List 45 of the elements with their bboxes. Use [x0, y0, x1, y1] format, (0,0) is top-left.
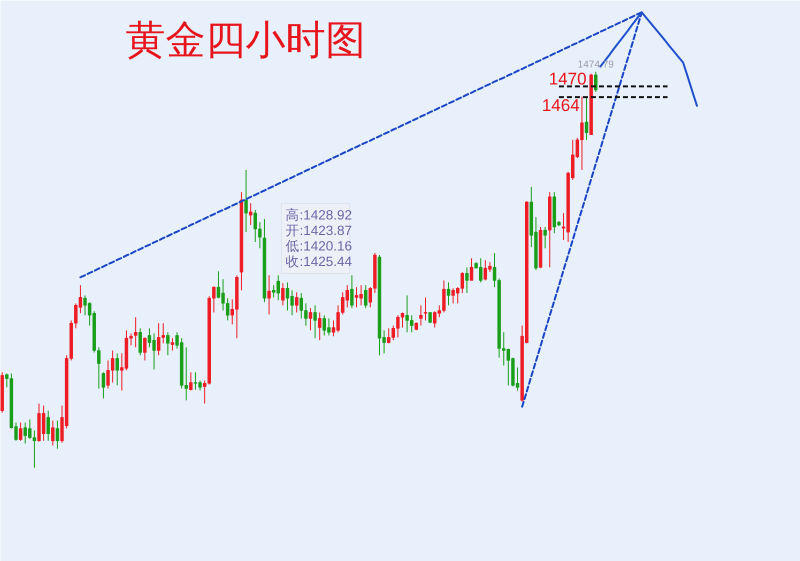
candlestick — [322, 314, 326, 336]
annotation: 1464 — [542, 96, 580, 116]
annotation: 开:1423.87 — [286, 223, 352, 238]
candlestick — [484, 260, 488, 281]
candlestick — [143, 336, 147, 361]
candlestick — [364, 284, 368, 309]
candlestick — [138, 328, 142, 356]
candlestick — [318, 312, 322, 341]
candlestick — [543, 226, 547, 249]
candlestick — [419, 304, 423, 326]
candlestick — [244, 169, 248, 233]
candlestick — [102, 372, 106, 399]
candlestick — [18, 422, 22, 442]
candlestick — [300, 292, 304, 319]
candlestick — [281, 282, 285, 306]
candlestick — [110, 350, 114, 384]
candlestick — [248, 202, 252, 226]
annotation: 高:1428.92 — [286, 208, 352, 222]
candlestick — [594, 71, 598, 92]
candlestick — [308, 308, 312, 331]
candlestick — [46, 410, 50, 442]
candlestick — [189, 372, 193, 391]
candlestick — [166, 332, 170, 356]
candlestick — [428, 312, 432, 324]
candlestick — [313, 304, 317, 339]
candlestick — [51, 420, 55, 446]
candlestick — [42, 405, 46, 442]
candlestick — [116, 352, 119, 386]
candlestick — [424, 296, 428, 321]
chart-title: 黄金四小时图 — [126, 18, 366, 62]
candlestick — [465, 266, 469, 294]
candlestick — [410, 314, 414, 333]
candlestick — [446, 282, 450, 306]
candlestick — [170, 338, 174, 351]
annotation: 收:1425.44 — [286, 254, 353, 269]
candlestick — [56, 420, 60, 450]
candlestick — [584, 96, 588, 140]
candlestick — [267, 274, 271, 315]
candlestick — [134, 316, 138, 348]
annotation: 低:1420.16 — [286, 238, 352, 254]
annotation: 1470 — [548, 69, 587, 88]
candlestick — [294, 292, 298, 313]
candlestick — [470, 258, 474, 281]
candlestick — [478, 258, 482, 283]
candlestick — [350, 274, 354, 309]
